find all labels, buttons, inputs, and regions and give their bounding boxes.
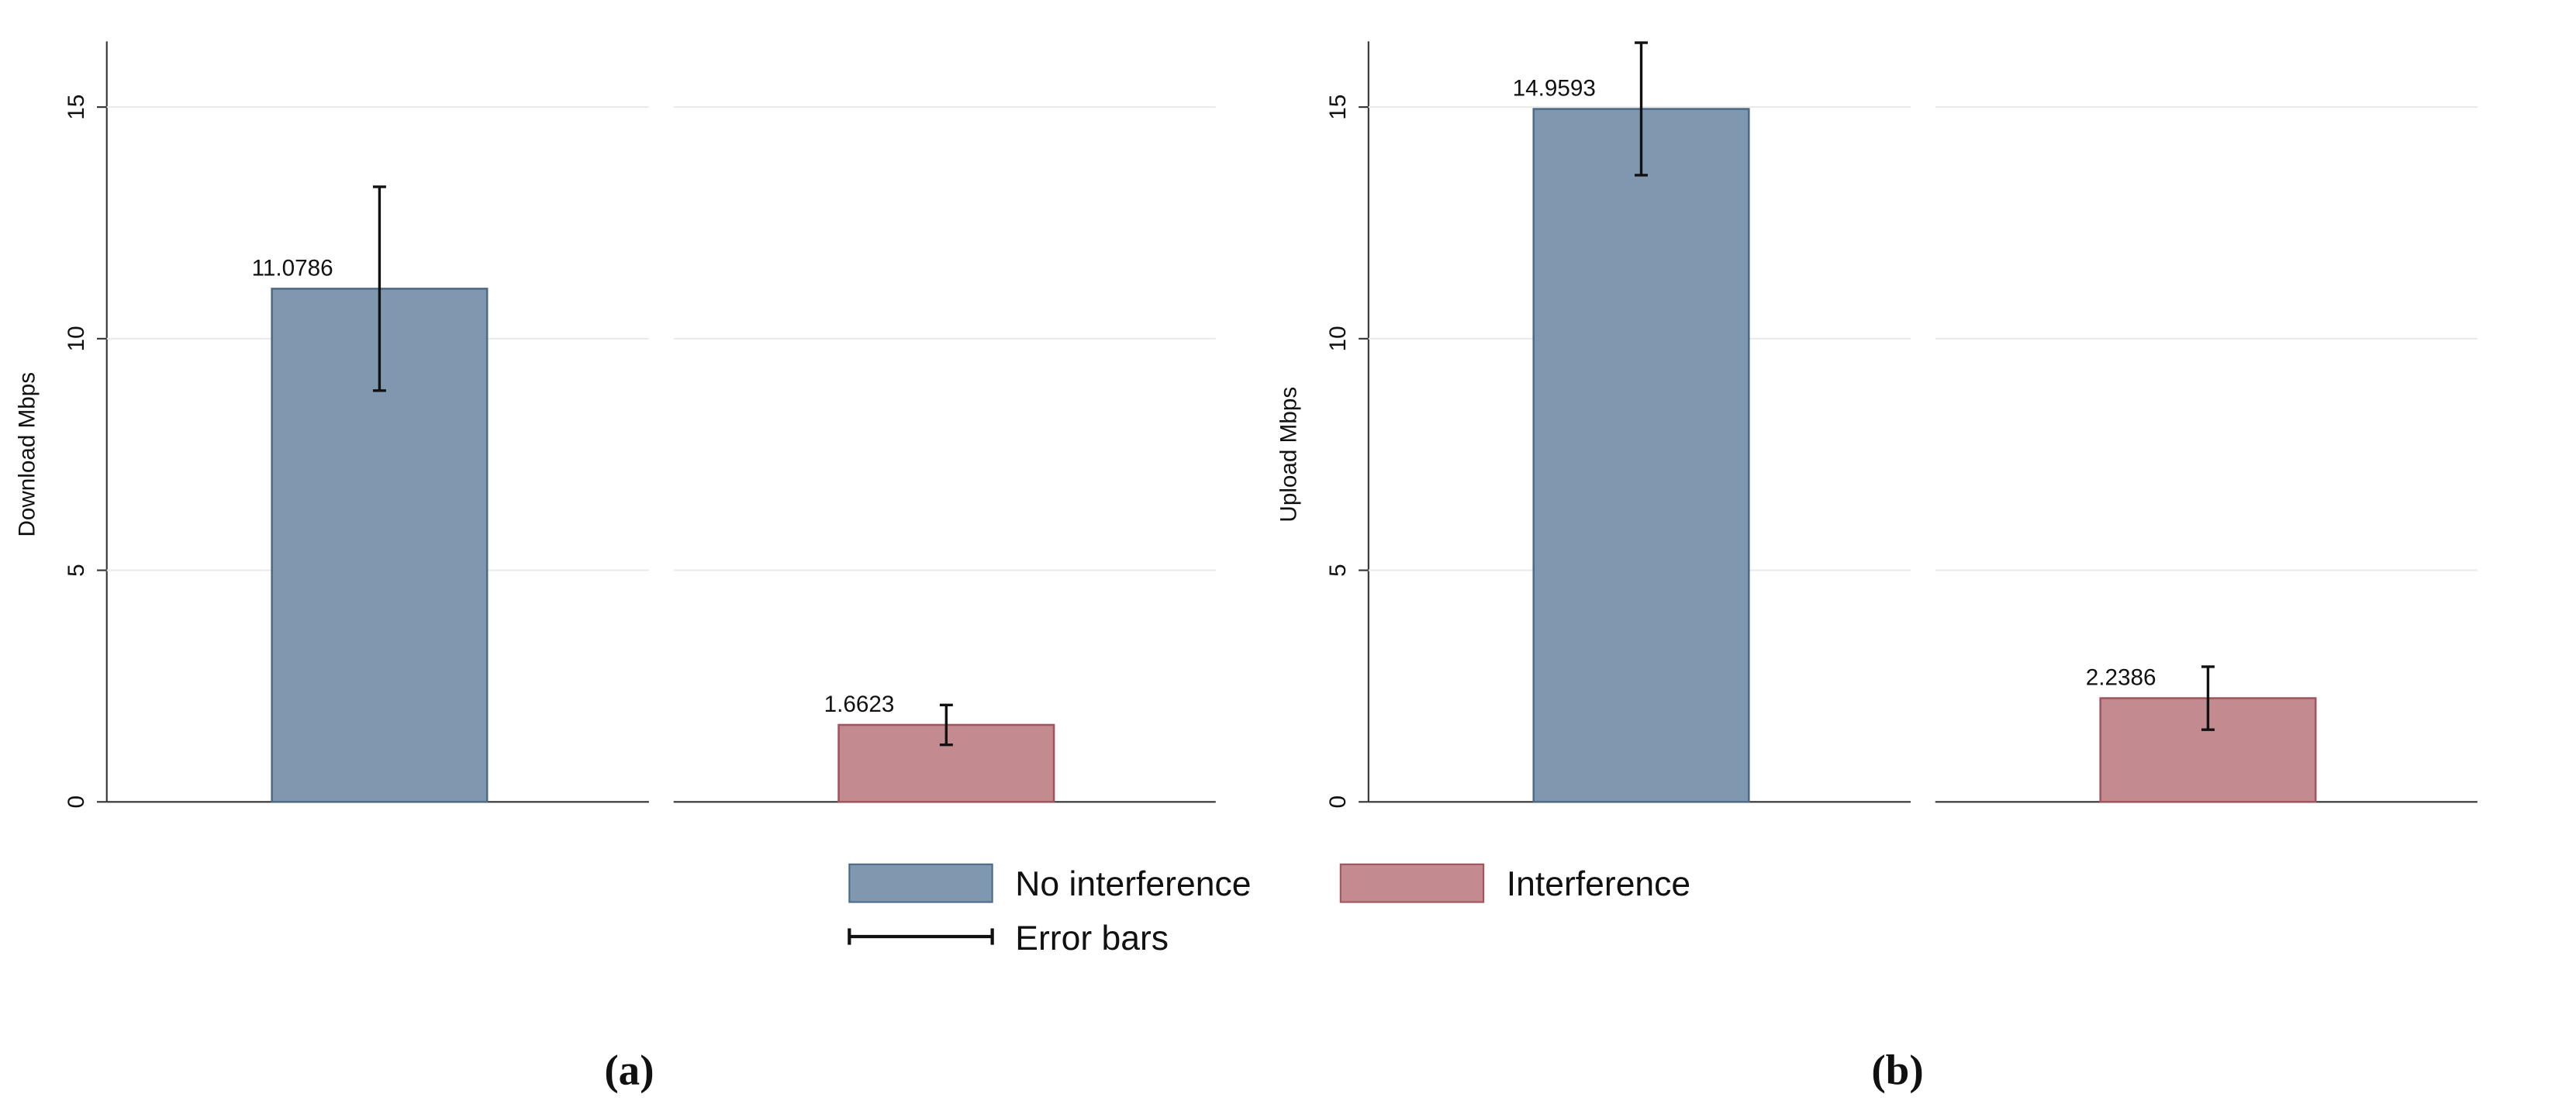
legend-swatch: [1339, 863, 1485, 903]
data-label: 1.6623: [824, 692, 895, 717]
legend-label: Interference: [1507, 865, 1690, 903]
y-tick-label: 0: [64, 795, 89, 809]
data-label: 14.9593: [1513, 76, 1596, 102]
y-axis-label: Download Mbps: [14, 372, 40, 537]
legend-label: No interference: [1015, 865, 1251, 903]
legend-swatch: [848, 863, 993, 903]
y-tick-label: 10: [1325, 326, 1351, 351]
y-tick-label: 10: [64, 326, 89, 351]
y-tick-label: 15: [64, 95, 89, 120]
y-tick-label: 15: [1325, 95, 1351, 120]
y-tick-label: 5: [64, 564, 89, 577]
panel-label: (b): [1871, 1047, 1923, 1094]
legend-label: Error bars: [1015, 920, 1169, 957]
data-label: 11.0786: [252, 255, 333, 281]
y-axis-label: Upload Mbps: [1276, 387, 1302, 523]
bar: [1532, 108, 1750, 803]
data-label: 2.2386: [2086, 665, 2156, 691]
y-tick-label: 5: [1325, 564, 1351, 577]
y-tick-label: 0: [1325, 795, 1351, 809]
panel-label: (a): [604, 1047, 654, 1094]
